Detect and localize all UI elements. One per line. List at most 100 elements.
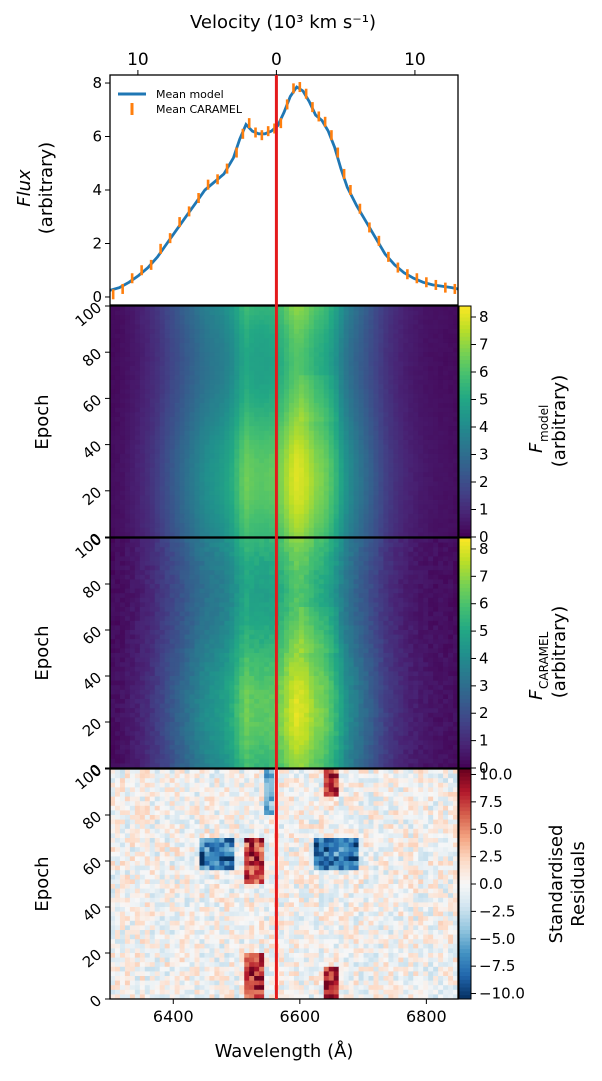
model-heatmap-cell (159, 333, 166, 339)
model-heatmap-cell (139, 426, 146, 432)
caramel-heatmap-cell (303, 584, 310, 589)
caramel-heatmap-cell (229, 616, 235, 622)
model-heatmap-cell (219, 315, 225, 321)
model-heatmap-cell (393, 518, 399, 524)
model-heatmap-cell (204, 393, 210, 399)
model-heatmap-cell (189, 412, 195, 418)
model-heatmap-cell (189, 444, 195, 450)
caramel-heatmap-cell (293, 561, 300, 566)
model-heatmap-cell (433, 361, 439, 367)
model-heatmap-cell (438, 306, 444, 312)
model-heatmap-cell (244, 518, 250, 524)
caramel-heatmap-cell (259, 542, 265, 548)
model-heatmap-cell (279, 398, 285, 404)
caramel-heatmap-cell (134, 538, 141, 543)
model-heatmap-cell (433, 319, 439, 325)
model-heatmap-cell (174, 393, 180, 399)
caramel-heatmap-cell (144, 574, 151, 580)
caramel-heatmap-cell (393, 542, 399, 548)
model-heatmap-cell (199, 370, 205, 376)
model-heatmap-cell (338, 306, 345, 312)
model-heatmap-cell (433, 366, 439, 372)
model-heatmap-cell (149, 439, 156, 445)
caramel-heatmap-cell (363, 588, 369, 594)
model-heatmap-cell (244, 407, 250, 413)
caramel-heatmap-cell (393, 620, 399, 626)
caramel-heatmap-cell (159, 574, 166, 580)
model-heatmap-cell (328, 333, 335, 339)
model-heatmap-cell (224, 379, 230, 385)
model-heatmap-cell (284, 500, 290, 506)
caramel-heatmap-cell (114, 565, 121, 571)
caramel-heatmap-cell (438, 602, 444, 608)
model-heatmap-cell (244, 338, 250, 344)
caramel-heatmap-cell (239, 597, 245, 603)
caramel-heatmap-cell (308, 611, 315, 617)
model-heatmap-cell (209, 393, 215, 399)
model-heatmap-cell (388, 306, 394, 312)
model-heatmap-cell (279, 463, 285, 469)
caramel-heatmap-cell (139, 588, 146, 594)
model-heatmap-cell (373, 412, 379, 418)
caramel-heatmap-cell (378, 584, 384, 589)
caramel-heatmap-cell (284, 561, 290, 566)
model-heatmap-cell (448, 347, 454, 353)
caramel-heatmap-cell (343, 556, 350, 562)
model-heatmap-cell (403, 490, 409, 496)
model-heatmap-cell (298, 375, 305, 381)
caramel-heatmap-cell (453, 597, 459, 603)
model-heatmap-cell (239, 532, 245, 538)
model-heatmap-cell (184, 458, 190, 464)
model-heatmap-cell (313, 352, 320, 358)
caramel-heatmap-cell (298, 588, 305, 594)
model-heatmap-cell (224, 476, 230, 482)
model-heatmap-cell (403, 342, 409, 348)
model-heatmap-cell (368, 476, 374, 482)
caramel-heatmap-cell (373, 584, 379, 589)
caramel-heatmap-cell (448, 538, 454, 543)
model-heatmap-cell (418, 342, 424, 348)
model-heatmap-cell (234, 481, 240, 487)
model-heatmap-cell (413, 329, 419, 335)
model-heatmap-cell (328, 389, 335, 395)
model-heatmap-cell (194, 458, 200, 464)
caramel-heatmap-cell (348, 616, 354, 622)
model-heatmap-cell (144, 338, 151, 344)
model-heatmap-cell (134, 361, 141, 367)
caramel-heatmap-cell (343, 579, 350, 585)
caramel-heatmap-cell (149, 597, 156, 603)
model-heatmap-cell (174, 421, 180, 427)
model-heatmap-cell (129, 403, 136, 409)
model-heatmap-cell (368, 513, 374, 519)
model-heatmap-cell (174, 412, 180, 418)
model-heatmap-cell (368, 527, 374, 533)
model-heatmap-cell (204, 439, 210, 445)
caramel-heatmap-cell (119, 597, 126, 603)
caramel-heatmap-cell (353, 561, 359, 566)
model-heatmap-cell (348, 463, 354, 469)
model-heatmap-cell (284, 458, 290, 464)
model-heatmap-cell (403, 435, 409, 441)
model-heatmap-cell (264, 407, 270, 413)
model-heatmap-cell (124, 342, 131, 348)
model-heatmap-cell (373, 486, 379, 492)
model-heatmap-cell (308, 513, 315, 519)
model-heatmap-cell (259, 527, 265, 533)
legend-caramel-label: Mean CARAMEL (156, 103, 243, 116)
caramel-heatmap-cell (378, 565, 384, 571)
caramel-heatmap-cell (219, 607, 225, 612)
model-heatmap-cell (413, 315, 419, 321)
caramel-heatmap-cell (403, 602, 409, 608)
caramel-heatmap-cell (333, 538, 340, 543)
model-heatmap-cell (298, 306, 305, 312)
model-heatmap-cell (438, 467, 444, 473)
model-heatmap-cell (423, 366, 429, 372)
model-heatmap-cell (313, 481, 320, 487)
model-heatmap-cell (343, 472, 350, 478)
model-heatmap-cell (423, 426, 429, 432)
model-heatmap-cell (259, 379, 265, 385)
model-heatmap-cell (453, 435, 459, 441)
model-heatmap-cell (184, 375, 190, 381)
model-heatmap-cell (333, 324, 340, 330)
model-heatmap-cell (169, 342, 176, 348)
